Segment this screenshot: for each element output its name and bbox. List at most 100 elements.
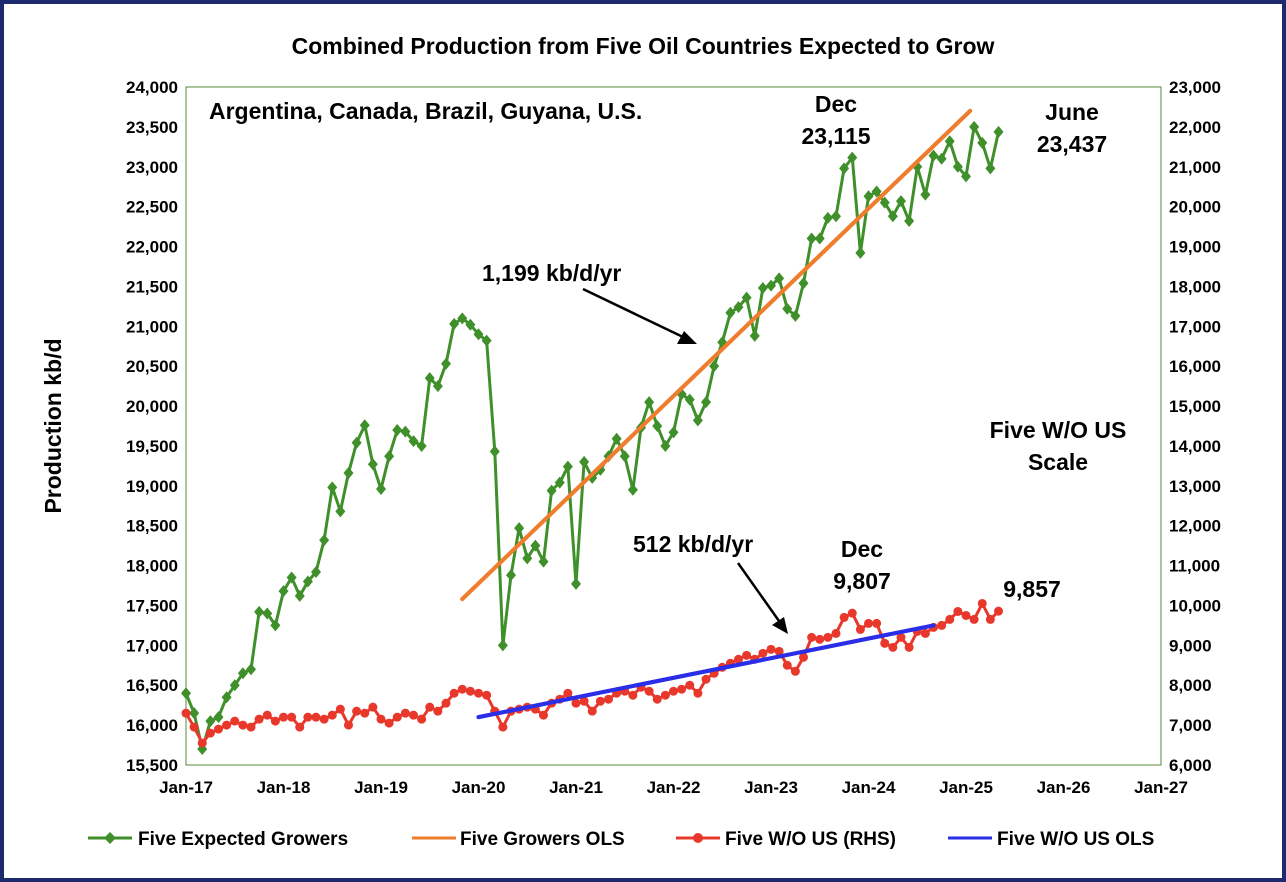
wo-us-point xyxy=(660,690,670,700)
growers-point xyxy=(392,423,403,436)
wo-us-point xyxy=(425,702,435,712)
growers-point xyxy=(961,170,971,183)
growers-point xyxy=(741,291,752,304)
wo-us-point xyxy=(579,696,589,706)
series-layer xyxy=(181,108,1004,756)
arrow-growers-ols xyxy=(582,287,684,339)
growers-point xyxy=(473,328,484,341)
arrow-growers-ols-head xyxy=(677,331,697,344)
wo-us-point xyxy=(270,716,280,726)
growers-point xyxy=(644,396,655,409)
growers-point xyxy=(749,329,760,342)
wo-us-point xyxy=(295,722,305,732)
growers-point xyxy=(262,607,273,620)
wo-us-point xyxy=(831,628,841,638)
growers-point xyxy=(652,420,663,432)
wo-us-point xyxy=(392,712,402,722)
wo-us-point xyxy=(920,628,930,638)
y2-tick-label: 21,000 xyxy=(1169,158,1221,177)
legend-label-wo-us-ols: Five W/O US OLS xyxy=(997,829,1154,850)
wo-us-point xyxy=(969,614,979,624)
growers-point xyxy=(246,663,256,676)
legend-marker-wo-us xyxy=(693,833,703,843)
chart-title: Combined Production from Five Oil Countr… xyxy=(292,33,995,59)
june-value: 23,437 xyxy=(1037,131,1107,157)
dec-bottom-label: Dec xyxy=(841,536,883,562)
wo-us-point xyxy=(311,712,321,722)
growers-point xyxy=(879,196,890,209)
growers-point xyxy=(871,185,882,198)
y2-tick-label: 19,000 xyxy=(1169,238,1221,257)
x-tick-label: Jan-26 xyxy=(1037,778,1091,797)
growers-point xyxy=(619,450,630,463)
growers-point xyxy=(229,679,240,692)
growers-point xyxy=(384,450,395,463)
wo-us-point xyxy=(701,674,711,684)
y2-tick-label: 6,000 xyxy=(1169,756,1212,775)
wo-us-point xyxy=(441,698,451,708)
growers-point xyxy=(432,380,443,393)
wo-us-point xyxy=(774,646,784,656)
wo-us-point xyxy=(433,706,443,716)
wo-us-point xyxy=(319,714,329,724)
wo-us-point xyxy=(652,694,662,704)
growers-point xyxy=(270,619,281,632)
growers-point xyxy=(855,246,866,259)
growers-point xyxy=(766,279,776,292)
wo-us-point xyxy=(400,708,410,718)
growers-point xyxy=(847,151,858,164)
left-y-tick-labels: 24,000 23,500 23,000 22,500 22,000 21,500 21,0… xyxy=(126,78,178,775)
wo-us-point xyxy=(409,710,418,720)
legend-marker-growers xyxy=(104,832,116,844)
growers-point xyxy=(189,707,200,720)
y2-tick-label: 12,000 xyxy=(1169,517,1221,536)
wo-us-point xyxy=(368,702,378,712)
growers-point xyxy=(562,460,573,473)
wo-us-point xyxy=(482,690,492,700)
growers-point xyxy=(611,432,622,445)
y-tick-label: 20,500 xyxy=(126,357,178,376)
growers-point xyxy=(286,571,297,584)
rhs-scale-label-line1: Five W/O US xyxy=(990,417,1127,443)
wo-us-point xyxy=(335,704,345,714)
legend-label-growers-ols: Five Growers OLS xyxy=(460,829,625,850)
wo-us-point xyxy=(904,642,914,652)
y-tick-label: 16,000 xyxy=(126,716,178,735)
growers-point xyxy=(457,312,468,325)
wo-us-point xyxy=(815,634,825,644)
wo-us-point xyxy=(937,620,947,630)
dec-bottom-value: 9,807 xyxy=(833,568,891,594)
growers-point xyxy=(514,522,525,535)
wo-us-point xyxy=(303,712,313,722)
five-w-o-us-ols-overlay xyxy=(476,623,936,720)
rhs-scale-label-line2: Scale xyxy=(1028,449,1088,475)
wo-us-point xyxy=(197,738,207,748)
growers-point xyxy=(733,301,744,314)
wo-us-point xyxy=(376,714,386,724)
wo-us-point xyxy=(977,598,987,608)
growers-point xyxy=(538,555,549,568)
y2-tick-label: 22,000 xyxy=(1169,118,1221,137)
wo-us-point xyxy=(214,724,223,734)
growers-point xyxy=(522,552,533,565)
y-tick-label: 18,000 xyxy=(126,557,178,576)
growers-point xyxy=(692,414,703,427)
ols-rate-wo-us-label: 512 kb/d/yr xyxy=(633,531,753,557)
growers-point xyxy=(774,272,785,285)
legend-label-wo-us: Five W/O US (RHS) xyxy=(725,829,896,850)
growers-point xyxy=(489,445,500,458)
y2-tick-label: 17,000 xyxy=(1169,317,1221,336)
wo-us-point xyxy=(571,698,581,708)
wo-us-point xyxy=(855,624,865,634)
x-tick-label: Jan-24 xyxy=(842,778,896,797)
wo-us-point xyxy=(839,612,849,622)
y-tick-label: 19,000 xyxy=(126,477,178,496)
growers-point xyxy=(969,120,980,133)
growers-point xyxy=(782,302,793,315)
growers-point xyxy=(221,691,232,704)
y-tick-label: 18,500 xyxy=(126,517,178,536)
growers-point xyxy=(985,162,996,175)
wo-us-point xyxy=(799,652,808,662)
growers-point xyxy=(579,455,590,468)
